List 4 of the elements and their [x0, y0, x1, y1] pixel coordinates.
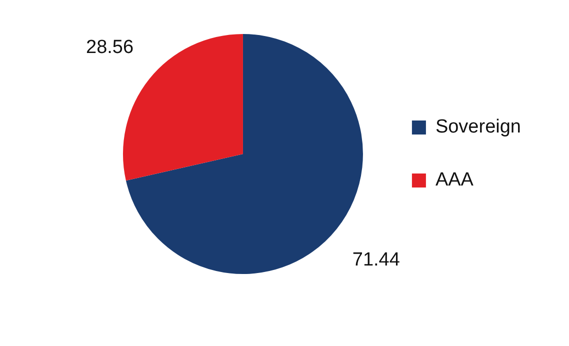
data-label: 71.44 [352, 250, 400, 271]
legend-label: AAA [435, 170, 474, 191]
data-label: 28.56 [86, 36, 134, 58]
legend-label: Sovereign [435, 116, 522, 138]
